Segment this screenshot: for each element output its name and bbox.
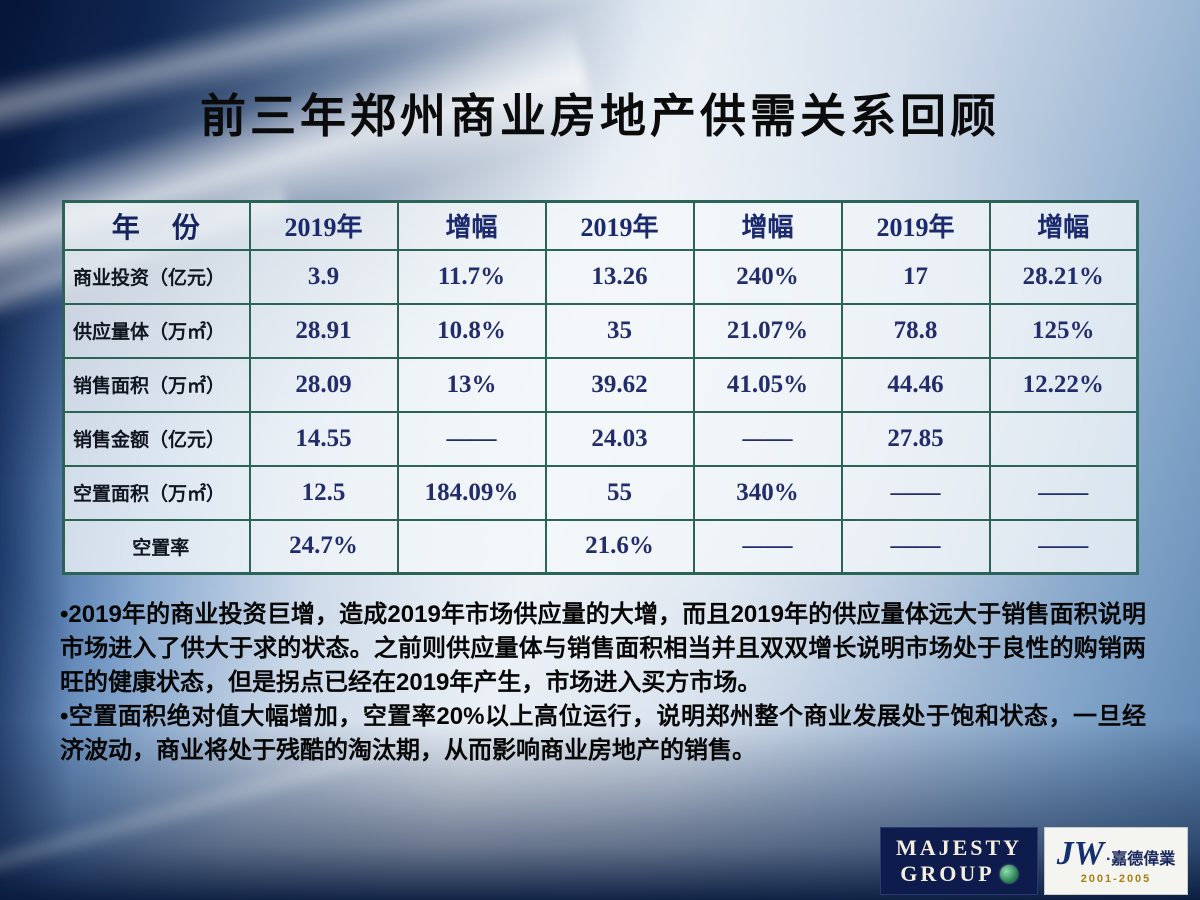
table-row: 供应量体（万㎡） 28.91 10.8% 35 21.07% 78.8 125% (62, 302, 1139, 359)
table-cell: —— (988, 464, 1139, 521)
jw-years: 2001-2005 (1080, 873, 1152, 885)
table-cell: —— (988, 518, 1139, 575)
table-cell: 21.07% (692, 302, 843, 359)
table-cell: 44.46 (840, 356, 991, 413)
table-header-cell: 2019年 (248, 200, 399, 251)
table-cell: 28.09 (248, 356, 399, 413)
table-cell: 39.62 (544, 356, 695, 413)
row-label: 空置面积（万㎡） (62, 464, 251, 521)
table-cell: 10.8% (396, 302, 547, 359)
table-cell: 240% (692, 248, 843, 305)
table-cell: 55 (544, 464, 695, 521)
table-cell: 28.91 (248, 302, 399, 359)
table-cell: 125% (988, 302, 1139, 359)
table-cell: 11.7% (396, 248, 547, 305)
table-cell (396, 518, 547, 575)
table-cell: 41.05% (692, 356, 843, 413)
table-cell: 12.5 (248, 464, 399, 521)
majesty-logo-text-line1: MAJESTY (895, 835, 1023, 860)
analysis-notes: •2019年的商业投资巨增，造成2019年市场供应量的大增，而且2019年的供应… (60, 598, 1146, 768)
table-cell: 184.09% (396, 464, 547, 521)
table-header-cell: 增幅 (396, 200, 547, 251)
jw-monogram: JW (1056, 835, 1104, 872)
table-cell: —— (692, 410, 843, 467)
table-cell: 340% (692, 464, 843, 521)
table-cell: 13.26 (544, 248, 695, 305)
table-cell: 12.22% (988, 356, 1139, 413)
row-label: 销售金额（亿元） (62, 410, 251, 467)
table-row: 空置率 24.7% 21.6% —— —— —— (62, 518, 1139, 575)
table-cell: 27.85 (840, 410, 991, 467)
table-cell: —— (840, 464, 991, 521)
jw-company-name: ·嘉德偉業 (1105, 851, 1176, 868)
table-row: 空置面积（万㎡） 12.5 184.09% 55 340% —— —— (62, 464, 1139, 521)
table-header-cell: 年 份 (62, 200, 251, 251)
note-paragraph: •2019年的商业投资巨增，造成2019年市场供应量的大增，而且2019年的供应… (60, 601, 1146, 696)
table-header-cell: 2019年 (840, 200, 991, 251)
table-cell: —— (396, 410, 547, 467)
table-row: 销售面积（万㎡） 28.09 13% 39.62 41.05% 44.46 12… (62, 356, 1139, 413)
note-paragraph: •空置面积绝对值大幅增加，空置率20%以上高位运行，说明郑州整个商业发展处于饱和… (60, 703, 1146, 764)
jw-jiade-logo: JW ·嘉德偉業 2001-2005 (1044, 827, 1188, 895)
table-cell: 17 (840, 248, 991, 305)
table-cell: —— (840, 518, 991, 575)
table-cell: 13% (396, 356, 547, 413)
table-cell: 24.03 (544, 410, 695, 467)
table-cell (988, 410, 1139, 467)
slide-title: 前三年郑州商业房地产供需关系回顾 (200, 90, 1000, 142)
majesty-group-logo: MAJESTY GROUP (880, 827, 1038, 895)
table-row: 商业投资（亿元） 3.9 11.7% 13.26 240% 17 28.21% (62, 248, 1139, 305)
table-cell: —— (692, 518, 843, 575)
table-cell: 3.9 (248, 248, 399, 305)
row-label: 空置率 (62, 518, 251, 575)
table-header-row: 年 份 2019年 增幅 2019年 增幅 2019年 增幅 (62, 200, 1139, 251)
table-cell: 28.21% (988, 248, 1139, 305)
globe-icon (999, 865, 1018, 883)
row-label: 供应量体（万㎡） (62, 302, 251, 359)
table-cell: 21.6% (544, 518, 695, 575)
table-header-cell: 增幅 (692, 200, 843, 251)
table-cell: 14.55 (248, 410, 399, 467)
row-label: 商业投资（亿元） (62, 248, 251, 305)
table-cell: 24.7% (248, 518, 399, 575)
row-label: 销售面积（万㎡） (62, 356, 251, 413)
table-header-cell: 2019年 (544, 200, 695, 251)
table-cell: 35 (544, 302, 695, 359)
table-cell: 78.8 (840, 302, 991, 359)
table-row: 销售金额（亿元） 14.55 —— 24.03 —— 27.85 (62, 410, 1139, 467)
supply-demand-table: 年 份 2019年 增幅 2019年 增幅 2019年 增幅 商业投资（亿元） … (62, 200, 1139, 575)
table-header-cell: 增幅 (988, 200, 1139, 251)
majesty-logo-text-line2: GROUP (900, 861, 995, 886)
